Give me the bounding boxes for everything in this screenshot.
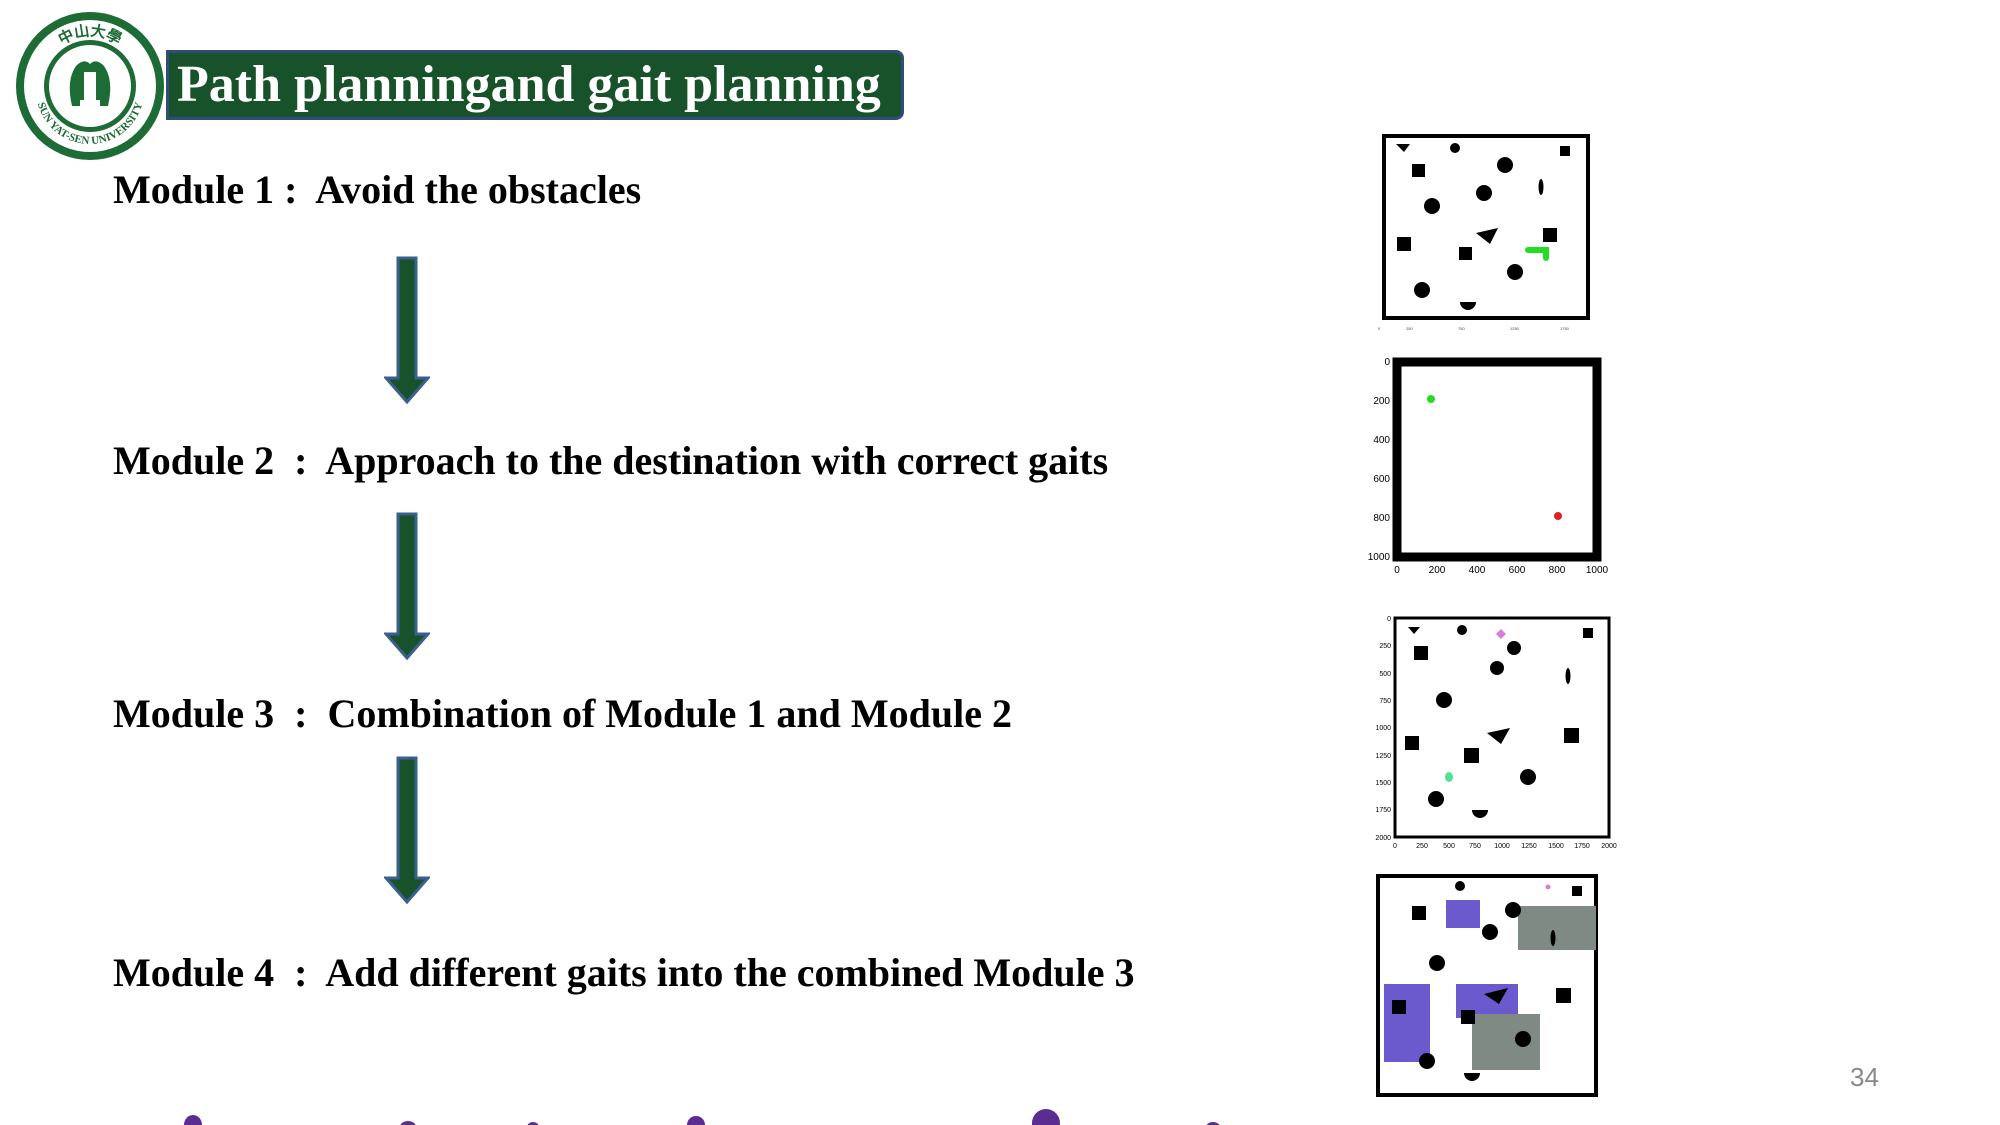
y-tick: 400 (1373, 435, 1390, 446)
y-tick: 0 (1387, 616, 1391, 623)
page-title: Path planningand gait planning (177, 56, 881, 113)
x-tick: 2000 (1601, 843, 1617, 850)
x-tick: 800 (1549, 565, 1566, 576)
module-number: Module 4 (113, 950, 275, 995)
x-tick: 1000 (1586, 565, 1609, 576)
combined-map-plot: 0 250 500 750 1000 1250 1500 1750 2000 0… (1375, 616, 1617, 850)
university-seal-icon: 中山大學 SUN YAT-SEN UNIVERSITY (16, 12, 164, 160)
down-arrow-icon (384, 512, 430, 660)
module-text: Avoid the obstacles (315, 167, 642, 212)
x-tick: 200 (1429, 565, 1446, 576)
module-2-line: Module 2 : Approach to the destination w… (113, 441, 1108, 481)
y-tick: 0 (1384, 357, 1390, 368)
gait-region-gray (1518, 906, 1596, 950)
module-separator: : (274, 167, 316, 212)
y-tick: 200 (1373, 396, 1390, 407)
start-point (1427, 395, 1435, 403)
y-tick: 250 (1379, 643, 1391, 650)
gait-regions-plot (1376, 874, 1598, 1097)
module-number: Module 3 (113, 691, 275, 736)
y-tick: 1000 (1368, 552, 1391, 563)
module-separator: : (274, 691, 328, 736)
y-tick: 750 (1379, 698, 1391, 705)
x-tick: 750 (1469, 843, 1481, 850)
x-tick: 1000 (1494, 843, 1510, 850)
module-separator: : (274, 438, 326, 483)
university-logo: 中山大學 SUN YAT-SEN UNIVERSITY (14, 10, 166, 162)
y-tick: 600 (1373, 474, 1390, 485)
start-goal-plot: 0 200 400 600 800 1000 0 200 400 600 800… (1368, 357, 1609, 576)
y-tick: 800 (1373, 513, 1390, 524)
x-tick: 0 (1394, 565, 1400, 576)
module-number: Module 1 (113, 167, 275, 212)
decorative-bottom-shapes (184, 1109, 1220, 1125)
y-tick: 1250 (1375, 753, 1391, 760)
title-bar: Path planningand gait planning (166, 50, 904, 120)
y-tick: 1750 (1375, 807, 1391, 814)
x-tick: 1250 (1521, 843, 1537, 850)
y-tick: 1000 (1375, 725, 1391, 732)
down-arrow-icon (384, 756, 430, 904)
module-1-line: Module 1 : Avoid the obstacles (113, 170, 641, 210)
x-tick: 1750 (1574, 843, 1590, 850)
svg-text:250: 250 (1406, 326, 1413, 330)
gait-region-purple (1446, 900, 1480, 928)
module-3-line: Module 3 : Combination of Module 1 and M… (113, 694, 1012, 734)
svg-text:1750: 1750 (1560, 326, 1570, 330)
x-tick: 500 (1443, 843, 1455, 850)
y-tick: 1500 (1375, 780, 1391, 787)
goal-point (1554, 512, 1562, 520)
x-tick: 250 (1416, 843, 1428, 850)
x-tick: 0 (1393, 843, 1397, 850)
x-tick: 600 (1509, 565, 1526, 576)
svg-text:750: 750 (1458, 326, 1465, 330)
module-number: Module 2 (113, 438, 275, 483)
y-tick: 2000 (1375, 835, 1391, 842)
module-4-line: Module 4 : Add different gaits into the … (113, 953, 1135, 993)
svg-text:1250: 1250 (1510, 326, 1520, 330)
module-separator: : (274, 950, 326, 995)
module-text: Combination of Module 1 and Module 2 (327, 691, 1012, 736)
page-number: 34 (1850, 1062, 1879, 1092)
down-arrow-icon (384, 256, 430, 404)
y-tick: 500 (1379, 671, 1391, 678)
x-tick: 400 (1469, 565, 1486, 576)
svg-text:0: 0 (1378, 326, 1381, 330)
module-text: Approach to the destination with correct… (325, 438, 1109, 483)
module-text: Add different gaits into the combined Mo… (325, 950, 1135, 995)
x-tick: 1500 (1548, 843, 1564, 850)
obstacle-map-plot: 0 250 750 1250 1750 (1378, 134, 1590, 330)
gait-region-purple (1384, 984, 1430, 1062)
